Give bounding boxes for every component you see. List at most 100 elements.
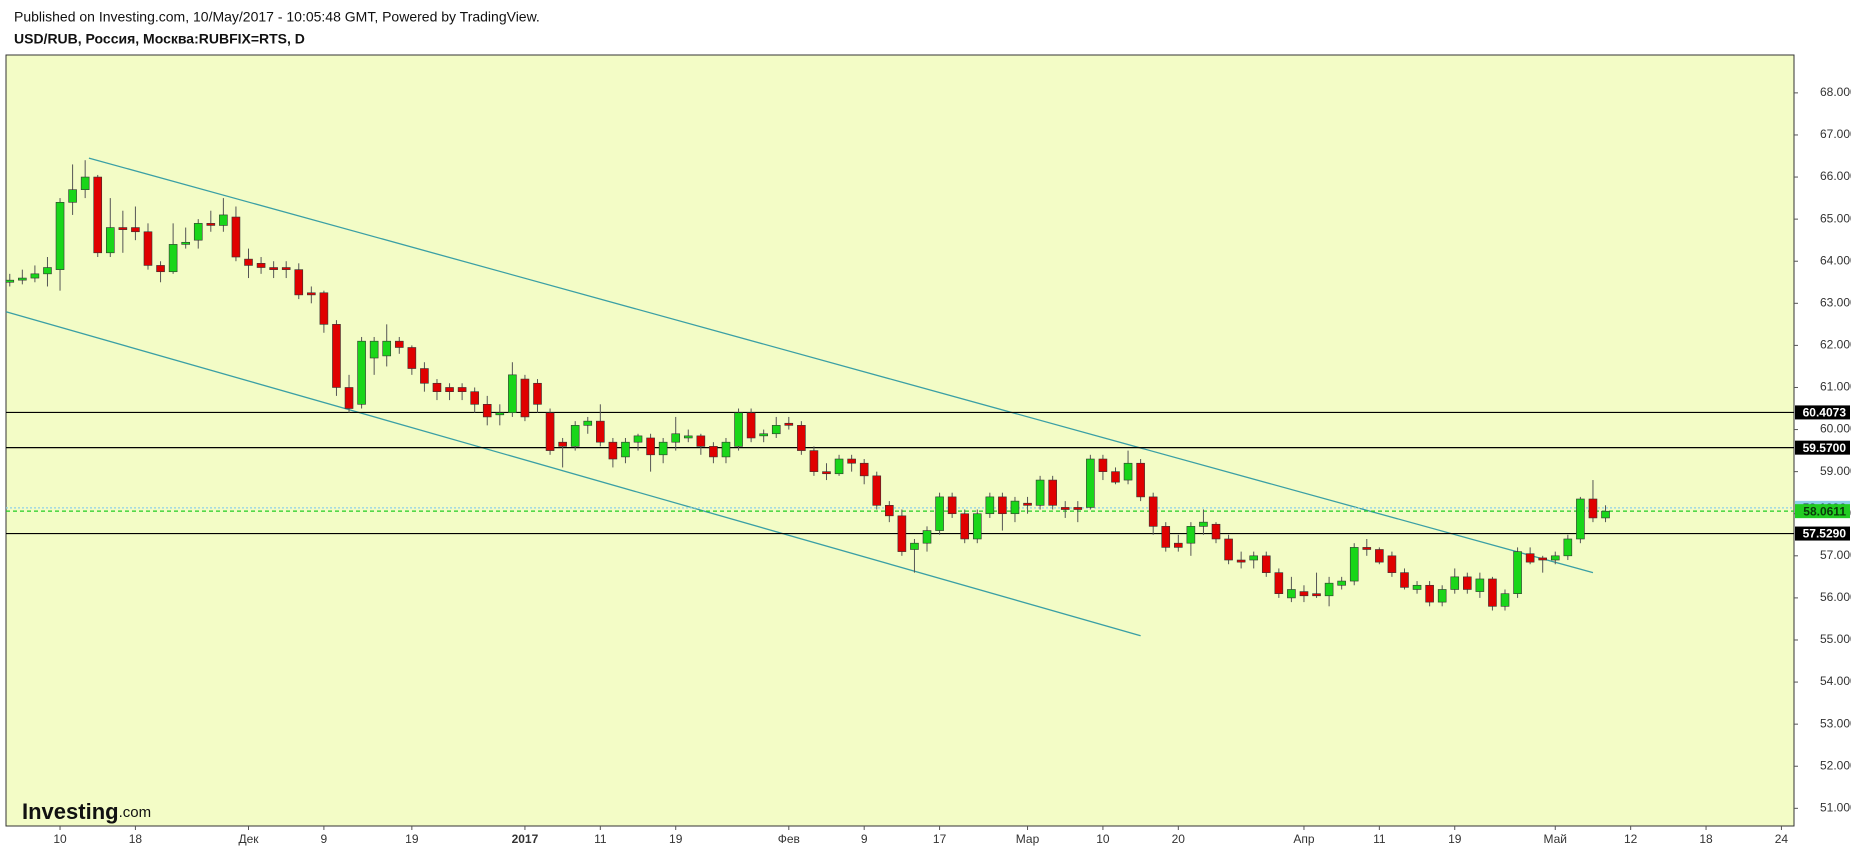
candle-body	[797, 425, 806, 451]
x-tick-label: 18	[1699, 832, 1713, 846]
candle-body	[633, 435, 643, 443]
x-tick-label: 2017	[512, 832, 539, 846]
candle-body	[269, 267, 278, 270]
candle-body	[985, 496, 995, 515]
candle-body	[545, 412, 555, 451]
candle-body	[696, 435, 706, 447]
x-tick-label: 11	[1373, 832, 1386, 846]
candle-body	[332, 324, 341, 388]
x-tick-label: 11	[594, 832, 607, 846]
candle-body	[1563, 538, 1573, 557]
candle-body	[897, 515, 907, 552]
candle-body	[1261, 555, 1271, 573]
x-tick-label: 24	[1775, 832, 1789, 846]
candle-body	[998, 496, 1007, 515]
candle-body	[181, 241, 190, 245]
candle-body	[759, 433, 768, 437]
candle-body	[533, 382, 542, 405]
candle-body	[420, 368, 429, 384]
y-tick-label: 66.0000	[1820, 169, 1851, 183]
candle-body	[1136, 462, 1145, 498]
candle-body	[1525, 553, 1535, 563]
candle-body	[1035, 479, 1045, 506]
y-tick-label: 57.0000	[1820, 548, 1851, 562]
candle-body	[621, 441, 630, 458]
price-label-box	[1795, 405, 1850, 420]
candle-body	[357, 340, 366, 405]
candle-body	[30, 273, 40, 279]
candle-body	[495, 412, 505, 416]
candle-body	[369, 340, 379, 359]
candle-body	[721, 441, 731, 458]
candle-body	[922, 530, 932, 544]
candle-body	[947, 496, 957, 515]
y-tick-label: 62.0000	[1820, 338, 1851, 352]
candle-body	[608, 441, 618, 460]
candle-body	[1199, 521, 1208, 527]
x-tick-label: Май	[1544, 832, 1568, 846]
plot-area	[5, 54, 1795, 827]
candle-body	[734, 412, 743, 447]
candle-body	[558, 441, 567, 447]
candle-body	[294, 269, 304, 296]
symbol-title: USD/RUB, Россия, Москва:RUBFIX=RTS, D	[14, 31, 305, 47]
candle-body	[872, 475, 882, 506]
candle-body	[1324, 582, 1334, 597]
candle-body	[847, 458, 856, 464]
candle-body	[105, 227, 115, 254]
x-tick-label: Дек	[238, 832, 259, 846]
candle-body	[1601, 510, 1610, 519]
candle-body	[1538, 557, 1547, 561]
candle-body	[1161, 526, 1171, 548]
price-label: 58.0611	[1803, 504, 1846, 518]
candle-body	[1463, 576, 1472, 590]
candle-body	[1375, 549, 1384, 563]
candle-body	[231, 216, 241, 258]
candle-body	[1412, 584, 1422, 590]
y-tick-label: 65.0000	[1820, 211, 1851, 225]
y-tick-label: 63.0000	[1820, 295, 1851, 309]
y-tick-label: 52.0000	[1820, 758, 1851, 772]
y-tick-label: 53.0000	[1820, 716, 1851, 730]
x-tick-label: 19	[405, 832, 419, 846]
candle-body	[193, 223, 203, 241]
candle-body	[43, 267, 52, 275]
candle-body	[156, 265, 165, 273]
candle-body	[683, 435, 693, 439]
candle-body	[646, 437, 655, 456]
candle-body	[709, 446, 718, 458]
candle-body	[244, 258, 253, 266]
candle-body	[55, 201, 65, 270]
candle-body	[407, 347, 417, 369]
candle-body	[256, 263, 266, 268]
candle-body	[1299, 591, 1309, 597]
candle-body	[771, 425, 781, 435]
candle-body	[746, 412, 756, 439]
candle-body	[960, 513, 970, 540]
candle-body	[1287, 589, 1296, 599]
price-label-box	[1795, 504, 1850, 519]
candle-body	[1123, 462, 1133, 481]
y-tick-label: 51.0000	[1820, 800, 1851, 814]
candle-body	[281, 267, 291, 270]
candle-body	[118, 227, 128, 230]
x-tick-label: 19	[669, 832, 683, 846]
candle-body	[1048, 479, 1057, 506]
logo-name: Investing	[22, 799, 119, 824]
y-tick-label: 55.0000	[1820, 632, 1851, 646]
logo-suffix: .com	[119, 804, 152, 821]
candle-body	[18, 277, 27, 281]
x-tick-label: 18	[129, 832, 143, 846]
candle-body	[68, 189, 77, 203]
candle-body	[1437, 589, 1447, 603]
candle-body	[143, 231, 153, 266]
candle-body	[1086, 458, 1095, 508]
price-label-box	[1795, 526, 1850, 541]
candle-body	[1349, 547, 1359, 582]
candle-body	[470, 391, 479, 405]
candle-body	[80, 176, 90, 190]
candle-body	[382, 340, 392, 357]
candle-body	[885, 505, 894, 517]
candle-body	[131, 227, 140, 233]
candle-body	[219, 214, 228, 226]
